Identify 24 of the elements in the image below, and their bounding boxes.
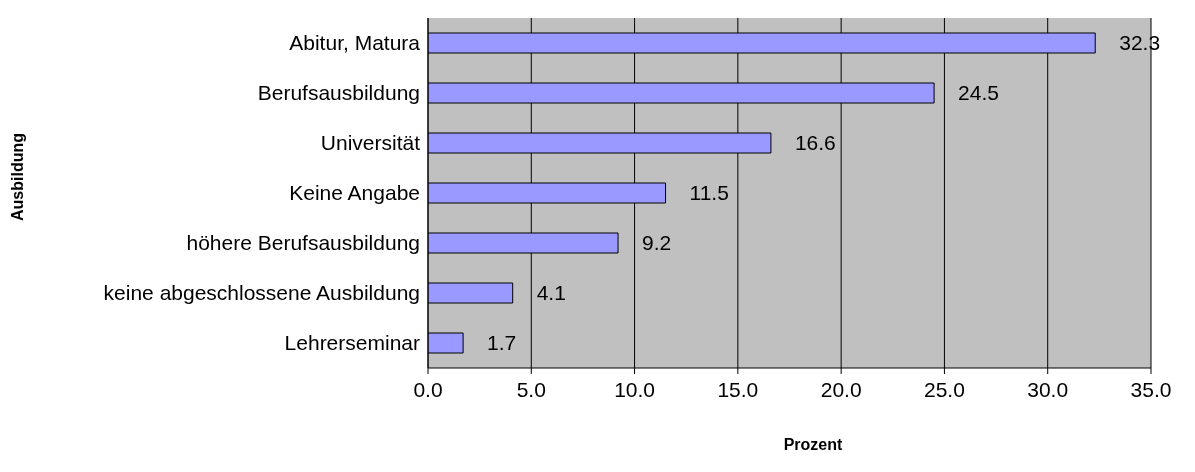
- y-tick-label: Berufsausbildung: [257, 81, 420, 105]
- data-label: 24.5: [958, 81, 999, 105]
- data-label: 9.2: [642, 231, 672, 255]
- y-tick-label: Abitur, Matura: [289, 31, 421, 55]
- x-tick-label: 5.0: [516, 377, 546, 401]
- y-tick-label: keine abgeschlossene Ausbildung: [103, 281, 420, 305]
- data-label: 11.5: [689, 181, 729, 205]
- x-tick-label: 20.0: [820, 377, 862, 401]
- data-label: 16.6: [794, 131, 836, 155]
- y-tick-label: Keine Angabe: [289, 181, 420, 205]
- x-axis-title: Prozent: [782, 436, 844, 454]
- y-tick-label: Universität: [320, 131, 421, 155]
- x-tick-label: 15.0: [717, 377, 759, 401]
- x-tick-label: 10.0: [614, 377, 656, 401]
- y-tick-label: Lehrerseminar: [284, 331, 420, 355]
- data-label: 1.7: [487, 331, 517, 355]
- y-tick-label: höhere Berufsausbildung: [186, 231, 420, 255]
- x-tick-label: 25.0: [923, 377, 965, 401]
- x-tick-label: 30.0: [1027, 377, 1069, 401]
- data-label: 4.1: [536, 281, 566, 305]
- y-axis-title: Ausbildung: [9, 132, 27, 223]
- x-tick-label: 0.0: [413, 377, 443, 401]
- data-label: 32.3: [1119, 31, 1161, 55]
- x-tick-label: 35.0: [1130, 377, 1172, 401]
